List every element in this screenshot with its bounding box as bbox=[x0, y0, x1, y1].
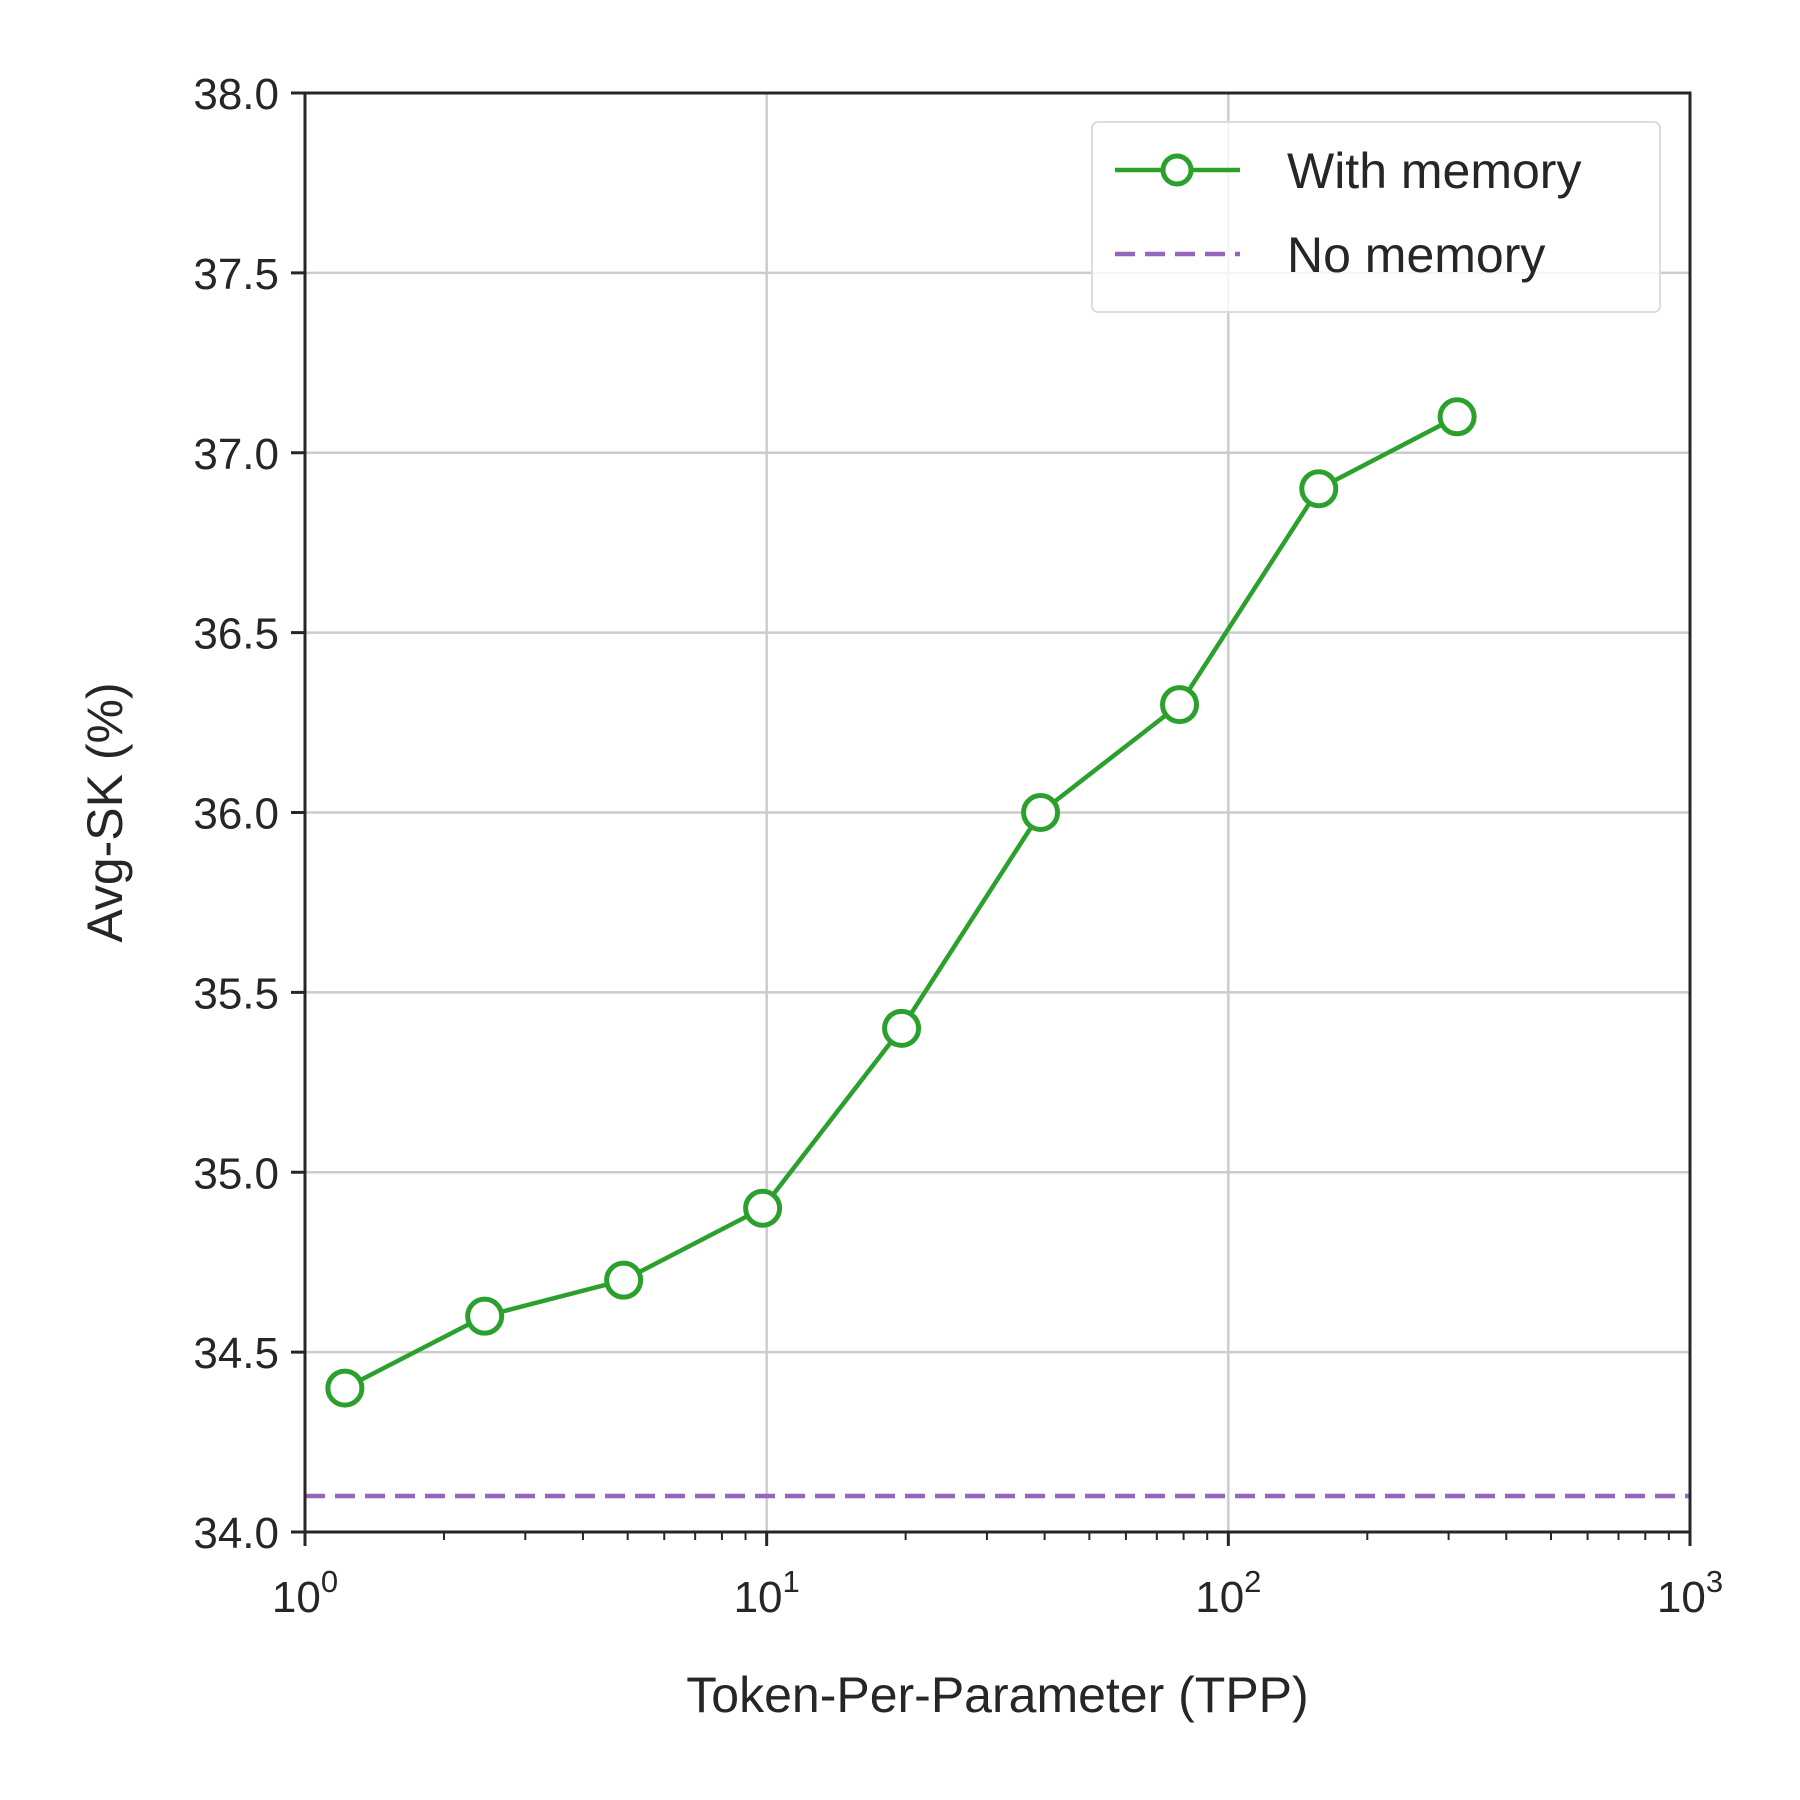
y-tick-label: 37.0 bbox=[193, 430, 279, 479]
x-axis-label: Token-Per-Parameter (TPP) bbox=[686, 1667, 1308, 1723]
legend-with-memory-label: With memory bbox=[1287, 143, 1581, 199]
y-tick-label: 34.5 bbox=[193, 1329, 279, 1378]
y-tick-label: 35.0 bbox=[193, 1149, 279, 1198]
with-memory-point bbox=[1299, 469, 1339, 509]
with-memory-point bbox=[1160, 685, 1200, 725]
x-tick-label: 100 bbox=[272, 1564, 338, 1622]
y-tick-label: 35.5 bbox=[193, 969, 279, 1018]
legend: With memory No memory bbox=[1091, 121, 1661, 313]
x-tick-label: 101 bbox=[734, 1564, 800, 1622]
with-memory-point bbox=[882, 1008, 922, 1048]
with-memory-point bbox=[1437, 397, 1477, 437]
legend-with-memory-marker bbox=[1160, 153, 1194, 187]
y-axis-label: Avg-SK (%) bbox=[77, 682, 133, 942]
y-tick-label: 38.0 bbox=[193, 70, 279, 119]
tick-labels: 34.0 34.5 35.0 35.5 36.0 36.5 37.0 37.5 38.0 100 1… bbox=[193, 70, 1723, 1622]
x-tick-label: 102 bbox=[1195, 1564, 1261, 1622]
with-memory-point bbox=[1021, 793, 1061, 832]
y-tick-label: 37.5 bbox=[193, 250, 279, 299]
with-memory-line bbox=[343, 414, 1459, 1391]
axis-ticks bbox=[291, 91, 1692, 1546]
with-memory-point bbox=[465, 1296, 505, 1336]
y-tick-label: 34.0 bbox=[193, 1509, 279, 1558]
x-tick-label: 103 bbox=[1657, 1564, 1723, 1622]
legend-no-memory-label: No memory bbox=[1287, 227, 1545, 283]
with-memory-series bbox=[325, 397, 1477, 1408]
with-memory-point bbox=[325, 1368, 365, 1408]
y-tick-label: 36.0 bbox=[193, 790, 279, 839]
with-memory-point bbox=[604, 1260, 644, 1300]
with-memory-point bbox=[743, 1188, 783, 1228]
y-tick-label: 36.5 bbox=[193, 610, 279, 659]
